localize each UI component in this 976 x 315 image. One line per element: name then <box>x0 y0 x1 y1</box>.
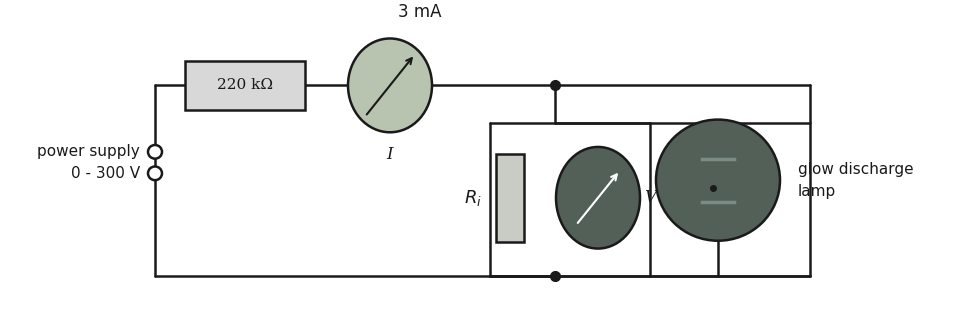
Text: V: V <box>644 189 656 206</box>
Circle shape <box>148 145 162 159</box>
Text: power supply
0 - 300 V: power supply 0 - 300 V <box>37 144 140 181</box>
Text: glow discharge
lamp: glow discharge lamp <box>798 162 914 199</box>
Bar <box>496 154 524 242</box>
Circle shape <box>656 120 780 241</box>
Ellipse shape <box>348 38 432 132</box>
Text: $R_i$: $R_i$ <box>464 188 482 208</box>
Text: 220 kΩ: 220 kΩ <box>217 78 273 92</box>
Bar <box>185 61 305 110</box>
Text: 3 mA: 3 mA <box>398 3 442 21</box>
Text: I: I <box>386 146 393 163</box>
Circle shape <box>148 167 162 180</box>
Ellipse shape <box>556 147 640 249</box>
